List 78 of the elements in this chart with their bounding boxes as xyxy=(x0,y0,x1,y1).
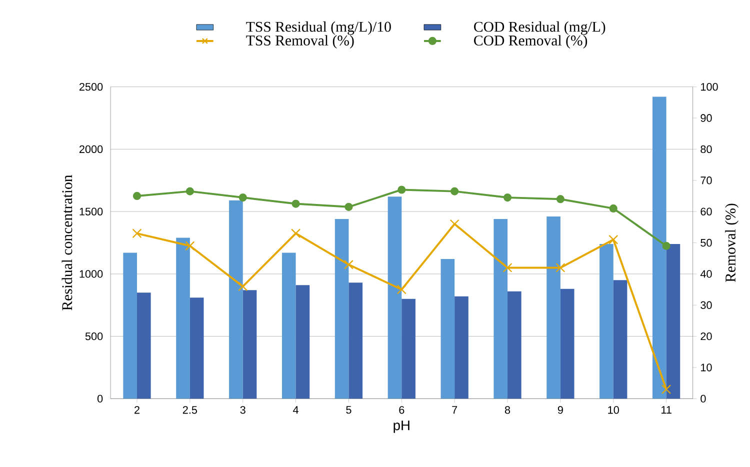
point xyxy=(398,186,406,194)
point xyxy=(450,219,460,229)
y2-tick-label: 100 xyxy=(701,83,718,91)
bar xyxy=(123,252,137,399)
bar xyxy=(348,282,363,399)
x-tick-label: 6 xyxy=(399,406,404,414)
bar xyxy=(176,238,190,399)
y2-tick-label: 20 xyxy=(700,332,712,340)
point xyxy=(132,192,142,200)
point xyxy=(556,195,564,204)
x-tick-label: 10 xyxy=(608,406,619,414)
y2-tick-label: 90 xyxy=(700,114,712,122)
y2-tick-label: 50 xyxy=(700,239,712,247)
bar xyxy=(296,285,310,399)
y2-tick-label: 10 xyxy=(701,364,712,372)
point xyxy=(556,263,566,273)
bar xyxy=(190,298,204,399)
x-tick-label: 5 xyxy=(346,406,352,414)
bar xyxy=(546,216,560,399)
point xyxy=(450,187,459,196)
y2-tick-label: 0 xyxy=(700,394,706,403)
bar xyxy=(508,292,522,399)
x-tick-label: 3 xyxy=(240,406,246,414)
point xyxy=(344,202,353,212)
y-tick-label: 500 xyxy=(85,332,103,340)
x-tick-label: 11 xyxy=(661,406,672,414)
bar xyxy=(334,219,349,399)
bar xyxy=(600,244,614,399)
y2-tick-label: 60 xyxy=(700,208,712,216)
bar xyxy=(494,219,508,399)
point xyxy=(132,228,142,238)
legend-label: TSS Removal (%) xyxy=(246,35,354,49)
point xyxy=(503,194,512,202)
point xyxy=(662,384,672,394)
bar xyxy=(440,259,455,399)
point xyxy=(238,194,247,202)
point xyxy=(291,228,301,238)
bar xyxy=(652,96,666,399)
bar xyxy=(282,252,296,399)
x-axis-title: pH xyxy=(394,420,410,434)
bar xyxy=(136,292,151,399)
y-tick-label: 1000 xyxy=(80,270,103,278)
point xyxy=(396,284,406,294)
point xyxy=(502,263,512,273)
bar xyxy=(454,296,468,399)
y-axis-title: Residual concentration xyxy=(62,175,72,310)
x-tick-label: 2.5 xyxy=(182,406,198,414)
y2-tick-label: 30 xyxy=(700,301,712,310)
y2-tick-label: 40 xyxy=(700,270,712,278)
y2-axis-title: Removal (%) xyxy=(725,204,739,282)
point xyxy=(185,241,195,251)
x-tick-label: 8 xyxy=(504,406,510,414)
bar xyxy=(402,298,416,399)
bar xyxy=(229,200,243,399)
point xyxy=(186,187,194,196)
bar xyxy=(666,244,680,399)
x-tick-label: 7 xyxy=(452,406,458,414)
bar xyxy=(560,289,574,399)
y2-tick-label: 70 xyxy=(700,176,712,184)
y-tick-label: 1500 xyxy=(80,208,103,216)
bar xyxy=(613,280,628,399)
bar xyxy=(242,290,257,399)
point xyxy=(292,200,300,208)
point xyxy=(609,204,618,213)
x-tick-label: 2 xyxy=(134,406,140,414)
legend-label: TSS Residual (mg/L)/10 xyxy=(246,21,391,35)
y-tick-label: 0 xyxy=(97,394,103,403)
legend-label: COD Residual (mg/L) xyxy=(474,21,606,35)
point xyxy=(662,242,670,250)
y-tick-label: 2000 xyxy=(79,145,103,154)
x-tick-label: 9 xyxy=(558,406,563,414)
legend-label: COD Removal (%) xyxy=(474,35,588,49)
point xyxy=(344,260,354,270)
y2-tick-label: 80 xyxy=(700,145,712,154)
y-tick-label: 2500 xyxy=(79,83,103,91)
point xyxy=(608,234,618,245)
bar xyxy=(388,196,402,399)
x-tick-label: 4 xyxy=(293,406,298,414)
